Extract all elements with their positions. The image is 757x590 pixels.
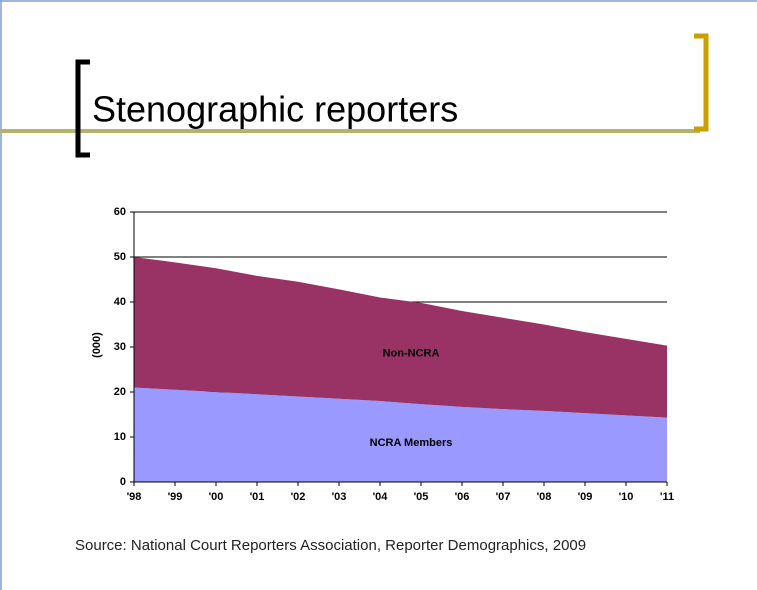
source-note: Source: National Court Reporters Associa… bbox=[75, 537, 586, 554]
area-label: Non-NCRA bbox=[383, 347, 440, 359]
x-tick-label: '05 bbox=[414, 491, 429, 503]
x-tick-label: '11 bbox=[660, 491, 674, 503]
x-tick-label: '09 bbox=[578, 491, 593, 503]
y-tick-label: 30 bbox=[114, 341, 126, 353]
area-label: NCRA Members bbox=[370, 437, 453, 449]
y-tick-label: 50 bbox=[114, 251, 126, 263]
x-tick-label: '07 bbox=[496, 491, 511, 503]
x-tick-label: '00 bbox=[209, 491, 224, 503]
x-tick-label: '04 bbox=[373, 491, 389, 503]
slide-title: Stenographic reporters bbox=[92, 89, 458, 130]
x-tick-label: '02 bbox=[291, 491, 306, 503]
x-tick-label: '01 bbox=[250, 491, 265, 503]
y-axis-label: (000) bbox=[91, 332, 103, 358]
y-tick-label: 10 bbox=[114, 431, 126, 443]
area bbox=[134, 387, 667, 482]
x-tick-label: '99 bbox=[168, 491, 183, 503]
right-bracket bbox=[694, 33, 709, 132]
y-tick-label: 20 bbox=[114, 386, 126, 398]
left-bracket bbox=[75, 59, 90, 158]
x-tick-label: '10 bbox=[619, 491, 634, 503]
x-tick-label: '06 bbox=[455, 491, 470, 503]
x-tick-label: '98 bbox=[127, 491, 142, 503]
x-tick-label: '08 bbox=[537, 491, 552, 503]
x-tick-label: '03 bbox=[332, 491, 347, 503]
y-tick-label: 60 bbox=[114, 206, 126, 218]
y-tick-label: 40 bbox=[114, 296, 126, 308]
y-tick-label: 0 bbox=[120, 476, 126, 488]
area bbox=[134, 257, 667, 418]
